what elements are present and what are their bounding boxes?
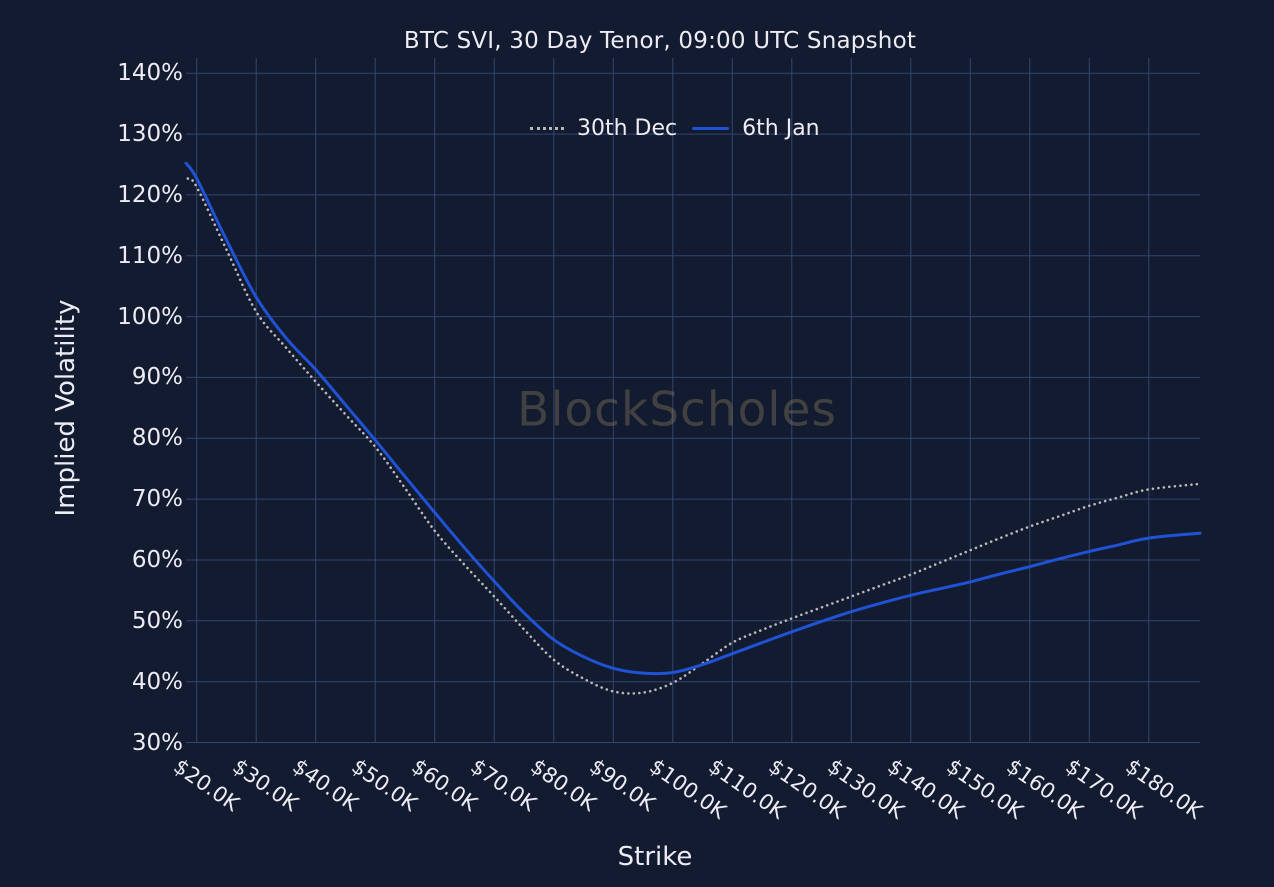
y-axis-tick-label: 100% <box>117 303 183 330</box>
y-axis-tick-label: 120% <box>117 181 183 208</box>
legend-item-30th-dec: 30th Dec <box>530 116 677 141</box>
legend-swatch-dotted-line <box>530 127 564 130</box>
series-line-6th-jan <box>184 161 1202 676</box>
y-axis-tick-label: 130% <box>117 121 183 148</box>
watermark: BlockScholes <box>517 382 837 438</box>
y-axis-tick-label: 90% <box>131 364 183 391</box>
legend: 30th Dec 6th Jan <box>530 116 835 141</box>
y-axis-tick-label: 70% <box>131 486 183 513</box>
y-axis-tick-label: 60% <box>131 546 183 573</box>
series-line-30th-dec <box>186 177 1201 695</box>
y-axis-tick-label: 50% <box>131 607 183 634</box>
legend-label-6th-jan: 6th Jan <box>742 116 820 141</box>
y-axis-tick-label: 110% <box>117 242 183 269</box>
legend-item-6th-jan: 6th Jan <box>692 116 820 141</box>
x-axis-label: Strike <box>617 842 693 872</box>
y-axis-label: Implied Volatility <box>51 299 81 517</box>
legend-swatch-solid-line <box>692 127 730 130</box>
y-axis-tick-label: 30% <box>131 729 183 756</box>
y-axis-tick-label: 80% <box>131 425 183 452</box>
y-axis-tick-label: 140% <box>117 60 183 87</box>
chart-title: BTC SVI, 30 Day Tenor, 09:00 UTC Snapsho… <box>403 28 917 54</box>
legend-label-30th-dec: 30th Dec <box>577 116 678 141</box>
y-axis-tick-label: 40% <box>131 668 183 695</box>
